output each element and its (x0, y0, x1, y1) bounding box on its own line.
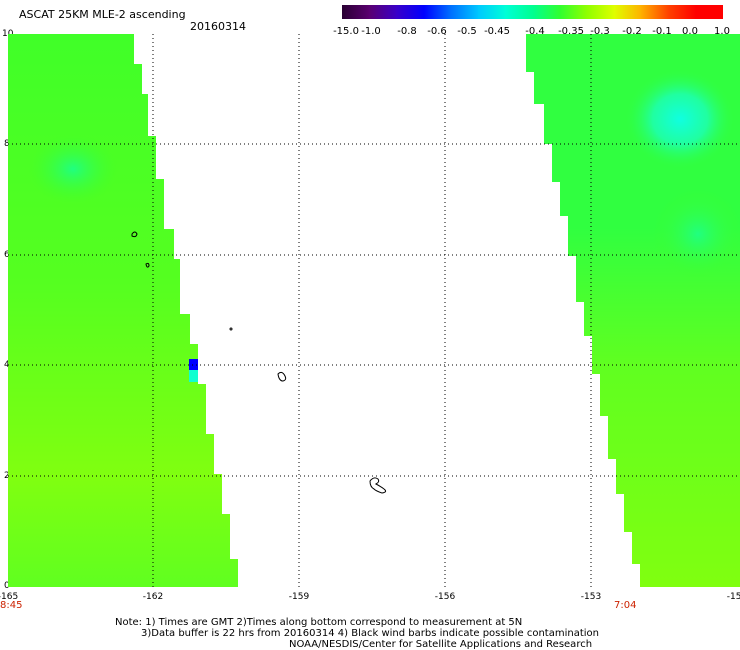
x-tick-label: -156 (434, 592, 456, 602)
colorbar-label: -0.5 (457, 26, 477, 37)
island-outlines (131, 231, 387, 494)
colorbar-segment (342, 5, 370, 19)
colorbar-segment (423, 5, 452, 19)
colorbar-segment (586, 5, 615, 19)
left-swath-blue-cell (189, 359, 198, 370)
colorbar-label: -0.6 (427, 26, 447, 37)
map-svg (8, 34, 740, 587)
grid-lines (8, 34, 740, 587)
colorbar-label: 0.0 (682, 26, 698, 37)
x-tick-label: -153 (580, 592, 602, 602)
left-swath (8, 34, 238, 587)
colorbar-label: -0.3 (590, 26, 610, 37)
x-tick-label: -162 (142, 592, 164, 602)
x-tick-label: -150 (726, 592, 740, 602)
colorbar-label: -0.35 (558, 26, 584, 37)
y-tick-label: 0 (4, 581, 10, 591)
x-tick-label: -165 (0, 592, 19, 602)
colorbar-label: -0.2 (622, 26, 642, 37)
colorbar-segment (450, 5, 479, 19)
colorbar-label: -15.0 (333, 26, 359, 37)
y-tick-label: 6 (4, 250, 10, 260)
colorbar-segment (532, 5, 561, 19)
y-tick-label: 2 (4, 471, 10, 481)
colorbar-segment (396, 5, 425, 19)
swath-time-left: 8:45 (0, 600, 23, 611)
right-swath-cyan-patch (625, 69, 735, 169)
y-tick-label: 10 (2, 29, 14, 39)
colorbar-segment (695, 5, 724, 19)
map-date: 20160314 (190, 20, 246, 33)
right-swath (526, 34, 740, 587)
map-title: ASCAT 25KM MLE-2 ascending (19, 8, 186, 21)
colorbar-segment (641, 5, 670, 19)
footnote-line-1: Note: 1) Times are GMT 2)Times along bot… (115, 617, 523, 628)
colorbar-segment (478, 5, 506, 19)
scatterometer-map (8, 34, 740, 587)
colorbar-label: -1.0 (361, 26, 381, 37)
colorbar-label: -0.1 (652, 26, 672, 37)
footnote-line-3: NOAA/NESDIS/Center for Satellite Applica… (289, 639, 593, 650)
colorbar-label: -0.45 (484, 26, 510, 37)
colorbar-segment (505, 5, 533, 19)
y-tick-label: 8 (4, 139, 10, 149)
colorbar-label: -0.8 (397, 26, 417, 37)
left-swath-cyan-cell (189, 370, 198, 382)
colorbar (342, 5, 724, 19)
colorbar-label: 1.0 (714, 26, 730, 37)
footnote-line-2: 3)Data buffer is 22 hrs from 20160314 4)… (141, 628, 599, 639)
y-tick-label: 4 (4, 360, 10, 370)
colorbar-segment (668, 5, 697, 19)
colorbar-label: -0.4 (525, 26, 545, 37)
colorbar-segment (614, 5, 642, 19)
colorbar-segment (369, 5, 397, 19)
colorbar-segment (559, 5, 588, 19)
left-swath-cyan-patch (28, 134, 118, 204)
swath-time-right: 7:04 (614, 600, 637, 611)
x-tick-label: -159 (288, 592, 310, 602)
right-swath-green-patch (653, 189, 740, 279)
